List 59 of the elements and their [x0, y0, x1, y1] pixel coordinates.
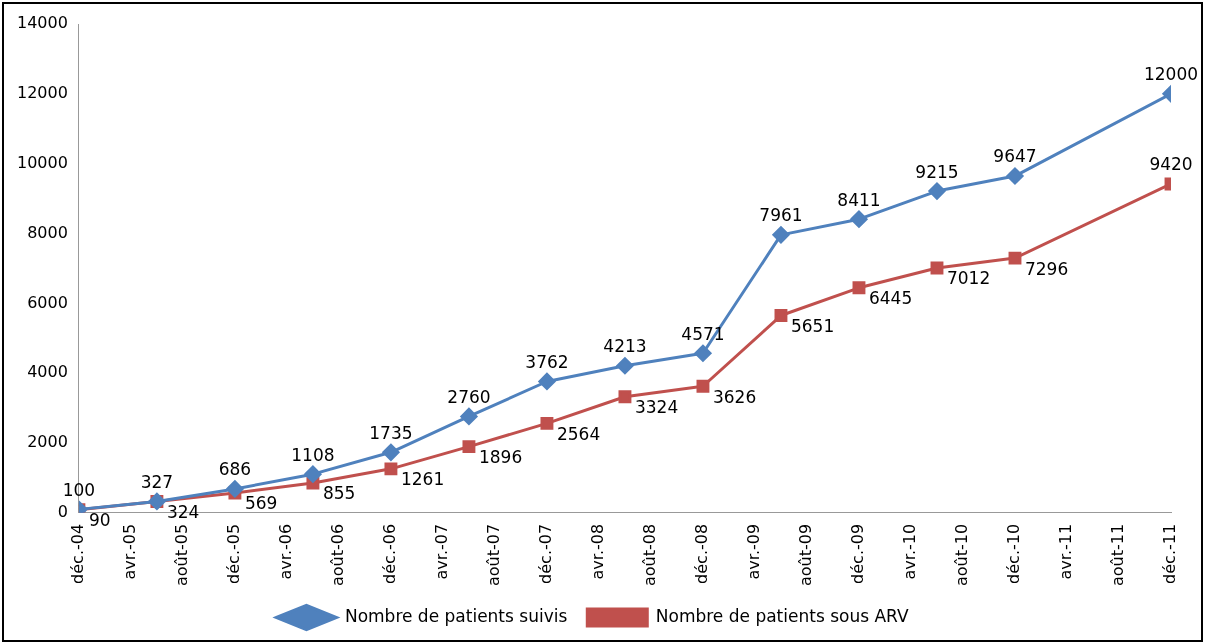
data-label: 90 [88, 510, 111, 531]
x-tick-label: août-07 [484, 523, 504, 586]
y-tick-label: 4000 [27, 362, 68, 382]
x-tick-label: déc.-11 [1160, 523, 1180, 584]
x-tick-label: août-06 [328, 523, 348, 586]
legend-label: Nombre de patients suivis [344, 605, 568, 626]
y-tick-label: 8000 [27, 222, 68, 242]
x-tick-label: déc.-08 [692, 523, 712, 584]
data-label: 7012 [946, 268, 991, 289]
y-tick-label: 10000 [16, 152, 68, 172]
data-label: 2564 [556, 423, 601, 444]
x-tick-label: août-10 [952, 523, 972, 586]
data-label: 1108 [291, 444, 335, 465]
x-tick-label: avr.-07 [432, 523, 452, 580]
data-label: 855 [322, 483, 356, 504]
data-label: 4213 [603, 336, 647, 357]
x-tick-label: avr.-11 [1056, 523, 1076, 580]
data-label: 5651 [790, 315, 835, 336]
data-label: 3762 [525, 351, 569, 372]
x-tick-label: août-08 [640, 523, 660, 586]
x-tick-label: avr.-09 [744, 523, 764, 580]
data-label: 1261 [400, 469, 445, 490]
data-label: 8411 [837, 189, 881, 210]
data-label: 12000 [1143, 64, 1199, 85]
data-label: 7296 [1024, 258, 1069, 279]
x-tick-label: déc.-05 [224, 523, 244, 584]
x-tick-label: août-11 [1108, 523, 1128, 586]
x-tick-label: déc.-04 [68, 523, 88, 584]
data-label: 569 [244, 493, 278, 514]
x-tick-label: déc.-09 [848, 523, 868, 584]
data-label: 2760 [447, 386, 491, 407]
legend-label: Nombre de patients sous ARV [655, 605, 909, 626]
x-tick-label: avr.-10 [900, 523, 920, 580]
x-tick-label: déc.-10 [1004, 523, 1024, 584]
data-label: 7961 [759, 205, 803, 226]
data-label: 100 [62, 479, 96, 500]
x-tick-label: avr.-06 [276, 523, 296, 580]
y-tick-label: 14000 [16, 13, 68, 33]
x-tick-label: août-09 [796, 523, 816, 586]
x-tick-label: août-05 [172, 523, 192, 586]
data-label: 6445 [868, 288, 913, 309]
y-tick-label: 12000 [16, 82, 68, 102]
y-tick-label: 0 [57, 502, 68, 522]
data-label: 1735 [369, 422, 413, 443]
data-label: 9215 [915, 161, 959, 182]
x-tick-label: déc.-07 [536, 523, 556, 584]
x-tick-label: déc.-06 [380, 523, 400, 584]
x-tick-label: avr.-05 [120, 523, 140, 580]
y-tick-label: 6000 [27, 292, 68, 312]
data-label: 3324 [634, 397, 679, 418]
y-tick-label: 2000 [27, 432, 68, 452]
data-label: 686 [218, 459, 252, 480]
data-label: 9420 [1149, 154, 1193, 175]
data-label: 3626 [712, 386, 757, 407]
data-label: 327 [140, 471, 174, 492]
data-label: 1896 [478, 447, 523, 468]
data-label: 9647 [993, 146, 1037, 167]
x-tick-label: avr.-08 [588, 523, 608, 580]
data-label: 324 [166, 501, 200, 522]
